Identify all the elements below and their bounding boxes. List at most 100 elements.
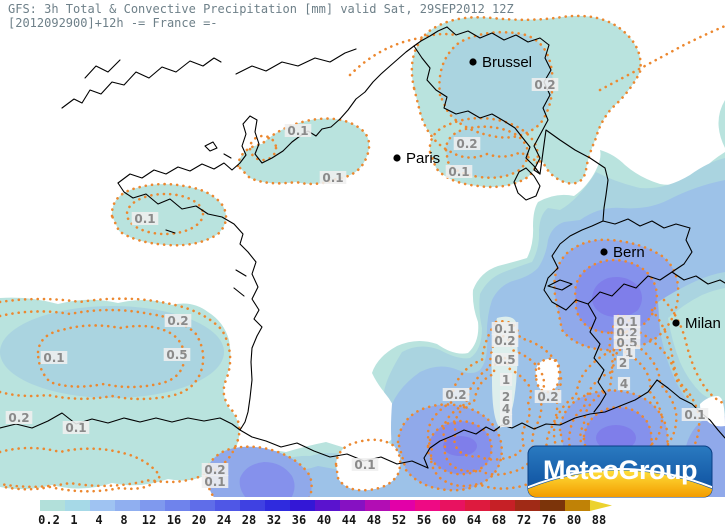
- scale-tick-label: 24: [217, 513, 231, 527]
- contour-label-box: [491, 334, 519, 347]
- scale-segment: [165, 500, 190, 511]
- contour-label-box: [499, 390, 513, 403]
- scale-segment: [90, 500, 115, 511]
- color-scale-bar: 0.2 1 4 8 12 16 20 24 28 32 36 40 44 48 52 56 60 64 68 72 76…: [38, 500, 612, 527]
- contour-label-box: [613, 326, 641, 339]
- scale-tick-label: 20: [192, 513, 206, 527]
- scale-segment: [240, 500, 265, 511]
- contour-label: 0.5: [166, 348, 187, 362]
- contour-label: 0.1: [65, 421, 86, 435]
- contour-label: 0.2: [8, 411, 29, 425]
- contour-label-box: [442, 388, 470, 401]
- contour-label: 0.1: [616, 315, 637, 329]
- scale-tick-label: 16: [167, 513, 181, 527]
- contour-label-box: [681, 408, 709, 421]
- scale-segment: [40, 500, 65, 511]
- scale-segment: [465, 500, 490, 511]
- scale-tick-label: 68: [492, 513, 506, 527]
- scale-segment: [515, 500, 540, 511]
- scale-segment: [290, 500, 315, 511]
- contour-label-box: [617, 377, 631, 390]
- scale-tick-label: 8: [120, 513, 127, 527]
- scale-tick-label: 4: [95, 513, 102, 527]
- contour-label-box: [201, 475, 229, 488]
- scale-tick-label: 48: [367, 513, 381, 527]
- contour-label: 1: [502, 373, 510, 387]
- scale-tick-label: 56: [417, 513, 431, 527]
- logo-sun-swoosh: [528, 470, 712, 497]
- contour-label: 2: [502, 390, 510, 404]
- contour-label: 0.2: [537, 390, 558, 404]
- contour-label: 4: [502, 402, 510, 416]
- contour-label: 0.2: [534, 78, 555, 92]
- scale-tick-label: 12: [142, 513, 156, 527]
- scale-tick-label: 44: [342, 513, 356, 527]
- city-dot: [600, 248, 608, 256]
- contour-label-box: [319, 171, 347, 184]
- contour-label: 0.1: [322, 171, 343, 185]
- scale-tick-label: 28: [242, 513, 256, 527]
- contour-label: 0.1: [354, 458, 375, 472]
- scale-segment: [365, 500, 390, 511]
- scale-tick-label: 80: [567, 513, 581, 527]
- scale-tick-label: 36: [292, 513, 306, 527]
- contour-label-box: [499, 402, 513, 415]
- contour-label: 0.2: [456, 137, 477, 151]
- contour-label-box: [40, 351, 68, 364]
- city-label: Paris: [406, 150, 440, 167]
- contour-label: 0.1: [448, 165, 469, 179]
- contour-label-box: [131, 212, 159, 225]
- contour-label-box: [445, 165, 473, 178]
- meteogroup-logo: MeteoGroup: [527, 445, 713, 498]
- scale-arrow: [590, 500, 612, 511]
- contour-label-box: [491, 322, 519, 335]
- logo-wordmark: MeteoGroup: [543, 455, 697, 485]
- scale-tick-label: 64: [467, 513, 481, 527]
- contour-label-box: [499, 414, 513, 427]
- city-label: Bern: [613, 244, 645, 261]
- scale-tick-label: 52: [392, 513, 406, 527]
- contour-label: 0.1: [134, 212, 155, 226]
- contour-label: 0.2: [445, 388, 466, 402]
- city-label: Brussel: [482, 54, 532, 71]
- scale-segment: [340, 500, 365, 511]
- contour-label-box: [534, 390, 562, 403]
- contour-label: 0.1: [684, 408, 705, 422]
- scale-segment: [215, 500, 240, 511]
- scale-segment: [315, 500, 340, 511]
- contour-label: 0.1: [287, 124, 308, 138]
- contour-label: 0.1: [494, 322, 515, 336]
- contour-label: 0.2: [167, 314, 188, 328]
- city-dot: [393, 154, 401, 162]
- contour-label: 0.5: [494, 353, 515, 367]
- scale-segment: [440, 500, 465, 511]
- scale-segment: [390, 500, 415, 511]
- scale-segment: [65, 500, 90, 511]
- scale-tick-label: 72: [517, 513, 531, 527]
- scale-tick-label: 32: [267, 513, 281, 527]
- city-label: Milan: [685, 315, 721, 332]
- scale-segment: [540, 500, 565, 511]
- contour-label-box: [201, 463, 229, 476]
- contour-label-box: [164, 314, 192, 327]
- city-markers: Brussel Paris Bern Milan: [393, 54, 721, 332]
- contour-label: 0.1: [43, 351, 64, 365]
- contour-label-box: [62, 421, 90, 434]
- map-title-line1: GFS: 3h Total & Convective Precipitation…: [8, 2, 514, 16]
- scale-segment: [115, 500, 140, 511]
- contour-label-box: [453, 137, 481, 150]
- contour-label: 6: [502, 414, 510, 428]
- scale-tick-label: 60: [442, 513, 456, 527]
- contour-label-box: [491, 353, 519, 366]
- contour-label: 0.2: [494, 334, 515, 348]
- scale-segment: [490, 500, 515, 511]
- scale-tick-label: 40: [317, 513, 331, 527]
- contour-label-box: [5, 411, 33, 424]
- contour-label: 0.2: [204, 463, 225, 477]
- scale-tick-label: 0.2: [38, 513, 60, 527]
- logo-horizon-arc: [528, 468, 712, 489]
- scale-tick-label: 76: [542, 513, 556, 527]
- contour-label-box: [499, 373, 513, 386]
